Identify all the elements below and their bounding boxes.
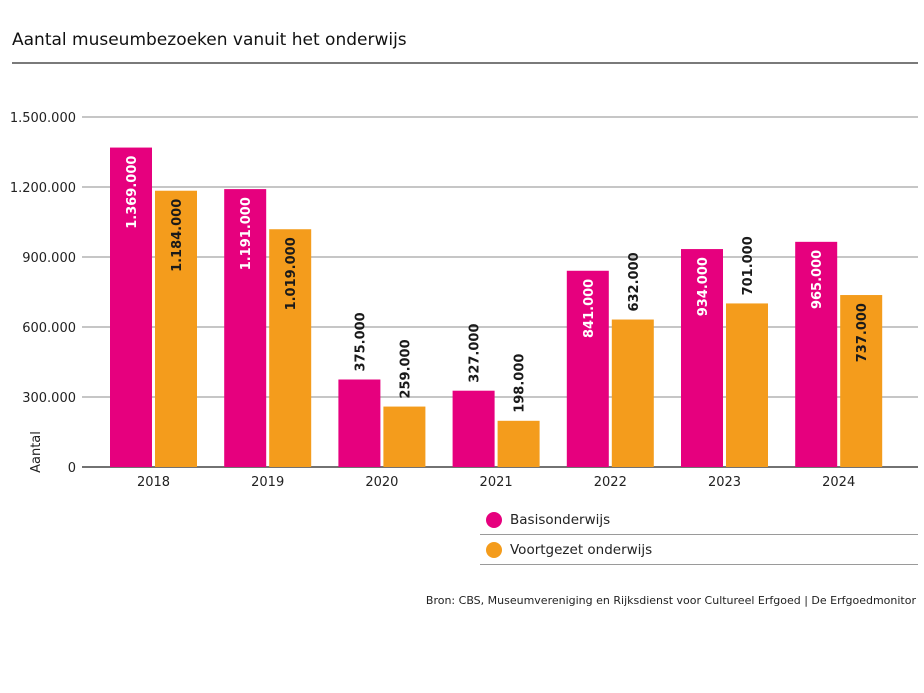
bar — [224, 189, 267, 467]
y-tick-label: 600.000 — [22, 321, 76, 336]
x-tick-label: 2022 — [594, 475, 627, 490]
y-tick-label: 900.000 — [22, 251, 76, 266]
bar — [497, 420, 540, 467]
x-tick-label: 2024 — [822, 475, 855, 490]
x-tick-label: 2023 — [708, 475, 741, 490]
chart-title: Aantal museumbezoeken vanuit het onderwi… — [12, 30, 407, 50]
y-axis-label: Aantal — [29, 431, 44, 473]
data-label: 375.000 — [353, 312, 368, 371]
data-label: 737.000 — [855, 303, 870, 362]
bar — [338, 379, 381, 467]
data-label: 259.000 — [398, 339, 413, 398]
x-tick-label: 2018 — [137, 475, 170, 490]
bar — [155, 190, 197, 467]
source-note: Bron: CBS, Museumvereniging en Rijksdien… — [425, 594, 916, 607]
data-label: 198.000 — [513, 354, 528, 413]
data-label: 701.000 — [741, 236, 756, 295]
bar — [383, 406, 426, 467]
bar — [795, 241, 838, 467]
y-tick-label: 0 — [68, 461, 76, 476]
x-tick-label: 2019 — [251, 475, 284, 490]
y-tick-label: 1.200.000 — [10, 181, 76, 196]
title-divider — [12, 62, 918, 64]
legend-swatch-basisonderwijs — [486, 511, 502, 528]
bar — [681, 249, 723, 467]
legend-swatch-voortgezet-onderwijs — [486, 541, 502, 558]
legend-label-voortgezet-onderwijs: Voortgezet onderwijs — [510, 541, 653, 558]
legend-item-voortgezet-onderwijs: Voortgezet onderwijs — [480, 535, 918, 565]
bar — [269, 229, 312, 467]
legend-item-basisonderwijs: Basisonderwijs — [480, 505, 918, 535]
bar — [110, 147, 152, 468]
data-label: 965.000 — [810, 250, 825, 309]
data-label: 1.184.000 — [170, 199, 185, 272]
x-tick-label: 2020 — [365, 475, 398, 490]
bar — [452, 390, 495, 467]
y-tick-label: 1.500.000 — [10, 111, 76, 126]
chart-legend: Basisonderwijs Voortgezet onderwijs — [480, 505, 918, 565]
data-label: 327.000 — [468, 323, 483, 382]
bar — [566, 270, 609, 467]
bar — [611, 319, 654, 467]
data-label: 632.000 — [627, 252, 642, 311]
y-tick-label: 300.000 — [22, 391, 76, 406]
data-label: 1.191.000 — [239, 197, 254, 270]
x-tick-label: 2021 — [480, 475, 513, 490]
data-label: 1.019.000 — [284, 237, 299, 310]
bar — [840, 295, 883, 467]
legend-label-basisonderwijs: Basisonderwijs — [510, 511, 611, 528]
data-label: 1.369.000 — [125, 156, 140, 229]
data-label: 934.000 — [696, 257, 711, 316]
data-label: 841.000 — [582, 279, 597, 338]
bar — [726, 303, 768, 467]
